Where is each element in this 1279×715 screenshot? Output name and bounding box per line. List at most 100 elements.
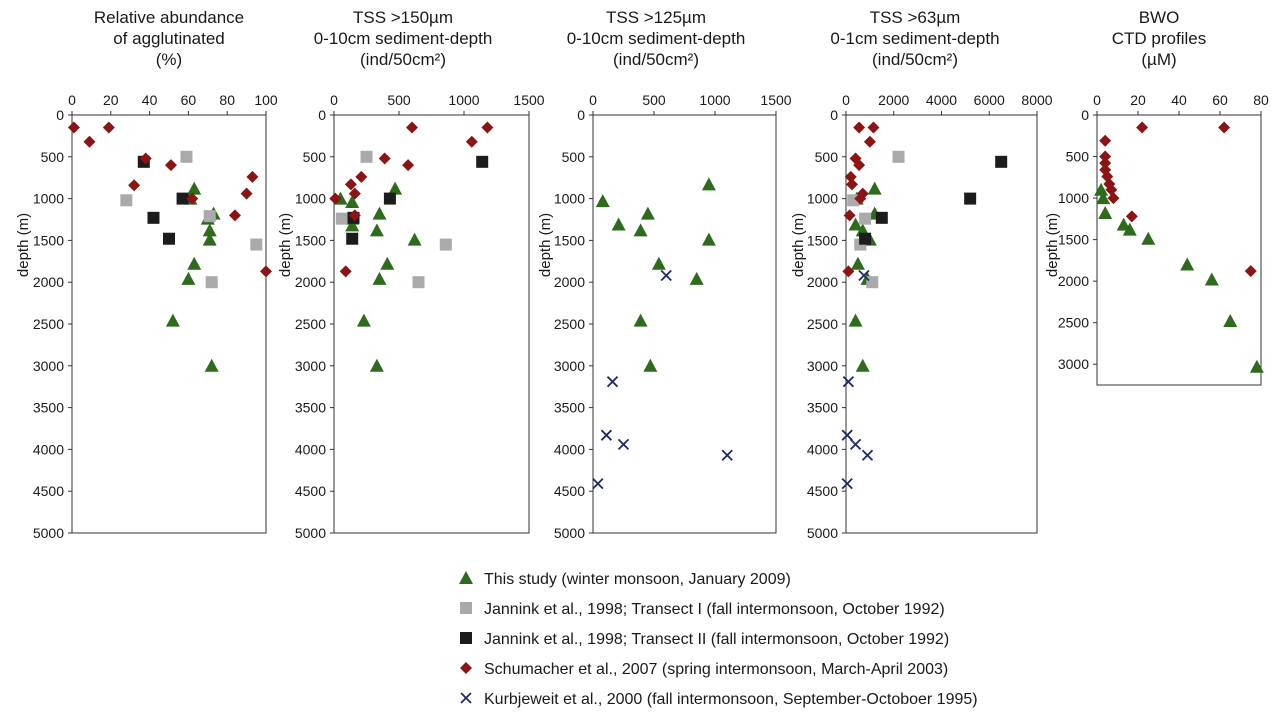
panel-2-ytick-label: 3500 (295, 400, 326, 416)
jannink_II-point (163, 232, 175, 245)
panel-1-xtick-label: 40 (142, 92, 158, 108)
panel-5-ylabel: depth (m) (1044, 213, 1061, 277)
panel-2-xtick-label: 0 (330, 92, 338, 108)
panel-1-xtick-label: 60 (181, 92, 197, 108)
panel-4-ylabel: depth (m) (790, 213, 807, 277)
jannink_I-point (120, 194, 133, 207)
panel-5-ytick-label: 2500 (1058, 315, 1089, 331)
legend-label-jannink_I: Jannink et al., 1998; Transect I (fall i… (484, 601, 945, 618)
this_study-point (181, 271, 196, 285)
panel-1-ytick-label: 1000 (33, 191, 64, 207)
jannink_I-point (250, 238, 263, 251)
panel-4-title-line: (ind/50cm²) (872, 50, 958, 69)
this_study-point (1098, 206, 1113, 220)
panel-2-title-line: TSS >150µm (353, 8, 453, 27)
kurbjeweit-point (842, 376, 855, 388)
panel-1-xtick-label: 80 (219, 92, 235, 108)
schumacher-point (863, 135, 876, 148)
panel-2-xtick-label: 1500 (513, 92, 544, 108)
this_study-point (369, 223, 384, 237)
schumacher-point (348, 209, 361, 222)
this_study-point (202, 223, 217, 237)
panel-1-ytick-label: 1500 (33, 232, 64, 248)
jannink_II-point (859, 232, 872, 245)
panel-4-xtick-label: 6000 (974, 92, 1005, 108)
panel-5-xtick-label: 20 (1130, 92, 1146, 108)
panel-3-ytick-label: 4000 (554, 441, 585, 457)
kurbjeweit-point (617, 438, 630, 451)
schumacher-point (844, 170, 857, 183)
jannink_I-point (180, 150, 193, 163)
panel-3-ytick-label: 1000 (554, 191, 585, 207)
jannink_I-point (866, 276, 879, 289)
jannink_II-point (995, 155, 1008, 168)
panel-2-ytick-label: 2500 (295, 316, 326, 332)
panel-2-ylabel: depth (m) (277, 213, 294, 277)
panel-3-xtick-label: 1000 (699, 92, 730, 108)
schumacher-point (1099, 134, 1112, 147)
schumacher-point (355, 170, 368, 183)
schumacher-point (67, 121, 80, 134)
this_study-point (633, 223, 648, 237)
panel-1-ytick-label: 4000 (33, 441, 64, 457)
panel-4-frame (845, 114, 1038, 534)
panel-1-xtick-label: 0 (68, 92, 76, 108)
schumacher-point (260, 265, 272, 278)
legend-label-jannink_II: Jannink et al., 1998; Transect II (fall … (484, 631, 949, 648)
jannink_I-point (439, 238, 452, 251)
panel-1-ytick-label: 2000 (33, 274, 64, 290)
panel-2-ytick-label: 500 (303, 149, 327, 165)
panel-4-ytick-label: 4500 (807, 483, 838, 499)
schumacher-point (128, 179, 141, 192)
schumacher-point (1244, 265, 1257, 278)
kurbjeweit-point-stroke-b (849, 438, 862, 451)
panel-3-ytick-label: 2000 (554, 274, 585, 290)
kurbjeweit-point (841, 429, 853, 441)
panel-3-ytick-label: 0 (577, 107, 585, 123)
legend-item-jannink_II: Jannink et al., 1998; Transect II (fall … (460, 631, 949, 648)
this_study-point (165, 313, 180, 327)
schumacher-point (465, 135, 478, 148)
schumacher-point (1136, 121, 1149, 134)
legend-marker-jannink_I (460, 602, 472, 614)
this_study-point (611, 217, 626, 231)
panel-3-title-line: TSS >125µm (606, 8, 706, 27)
this_study-point (372, 206, 387, 220)
schumacher-point (842, 265, 855, 278)
panel-1-ytick-label: 500 (41, 149, 65, 165)
legend-item-schumacher: Schumacher et al., 2007 (spring intermon… (460, 661, 948, 678)
schumacher-point (228, 209, 241, 222)
legend-label-schumacher: Schumacher et al., 2007 (spring intermon… (484, 661, 948, 678)
kurbjeweit-point-stroke-b (858, 269, 870, 282)
panel-5-frame (1096, 114, 1262, 386)
kurbjeweit-point-stroke-b (842, 376, 855, 388)
panel-5-title-line: (µM) (1141, 50, 1176, 69)
legend: This study (winter monsoon, January 2009… (459, 571, 978, 708)
panel-4-ytick-label: 3000 (807, 358, 838, 374)
this_study-point (380, 256, 395, 270)
panel-2-xtick-label: 500 (387, 92, 411, 108)
panel-5-ytick-label: 0 (1081, 107, 1089, 123)
panel-1-ytick-label: 3000 (33, 358, 64, 374)
this_study-point (1116, 217, 1131, 231)
jannink_II-point (346, 232, 359, 245)
panel-1-title-line: of agglutinated (113, 29, 225, 48)
jannink_II-point (964, 192, 977, 205)
panel-5-title-line: BWO (1139, 8, 1180, 27)
panel-1-ytick-label: 0 (56, 107, 64, 123)
panel-5-xtick-label: 0 (1093, 92, 1101, 108)
panel-5-ytick-label: 2000 (1058, 273, 1089, 289)
legend-label-this_study: This study (winter monsoon, January 2009… (484, 571, 791, 588)
schumacher-point (1218, 121, 1231, 134)
panel-4-ytick-label: 5000 (807, 525, 838, 541)
panel-3-ytick-label: 500 (562, 149, 586, 165)
this_study-point (848, 217, 863, 231)
this_study-point (1204, 272, 1219, 286)
legend-label-kurbjeweit: Kurbjeweit et al., 2000 (fall intermonso… (484, 691, 978, 708)
schumacher-point (1099, 150, 1112, 163)
schumacher-point (83, 135, 96, 148)
jannink_I-point (360, 150, 373, 163)
panel-1-ylabel: depth (m) (15, 213, 32, 277)
panel-4-xtick-label: 4000 (926, 92, 957, 108)
panel-1-xtick-label: 20 (103, 92, 119, 108)
